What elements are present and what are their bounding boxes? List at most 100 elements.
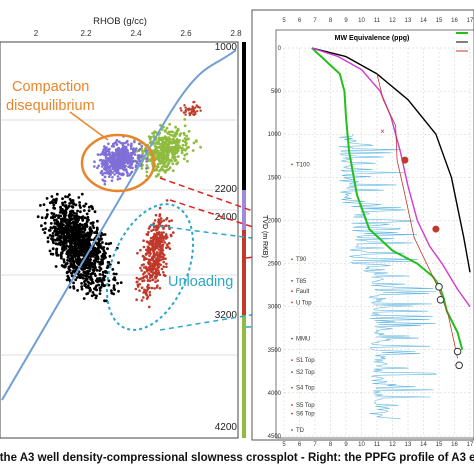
- scatter-point: [69, 250, 73, 254]
- scatter-point: [143, 288, 146, 292]
- scatter-point: [142, 245, 146, 249]
- scatter-point: [55, 248, 58, 252]
- scatter-point: [64, 204, 68, 207]
- scatter-point: [82, 247, 85, 251]
- scatter-point: [92, 293, 96, 297]
- scatter-point: [60, 264, 64, 267]
- scatter-point: [110, 162, 114, 165]
- scatter-point: [121, 145, 125, 149]
- scatter-point: [107, 279, 111, 283]
- scatter-point: [145, 174, 149, 178]
- scatter-point: [92, 226, 96, 230]
- scatter-point: [155, 167, 158, 171]
- scatter-point: [86, 260, 90, 264]
- scatter-point: [68, 212, 72, 216]
- scatter-point: [126, 157, 129, 161]
- formation-top-marker: [291, 301, 293, 304]
- scatter-point: [126, 162, 129, 165]
- scatter-point: [183, 153, 187, 157]
- scatter-point: [165, 153, 169, 156]
- formation-top-label: MMU: [296, 337, 310, 343]
- scatter-point: [158, 218, 161, 222]
- legend: [456, 32, 468, 52]
- scatter-point: [150, 267, 153, 271]
- scatter-point: [118, 140, 121, 143]
- scatter-point: [133, 149, 137, 152]
- scatter-point: [92, 265, 96, 269]
- scatter-point: [68, 193, 71, 197]
- scatter-point: [155, 233, 158, 237]
- scatter-point: [95, 288, 99, 292]
- ppfg-y-tick: 4500: [268, 434, 282, 440]
- scatter-point: [101, 273, 105, 277]
- scatter-point: [162, 219, 166, 222]
- ppfg-point: [435, 283, 443, 291]
- scatter-point: [91, 221, 95, 225]
- scatter-point: [51, 252, 55, 256]
- scatter-point: [163, 241, 167, 244]
- scatter-point: [158, 255, 162, 259]
- scatter-point: [171, 169, 175, 173]
- scatter-point: [184, 143, 188, 147]
- scatter-point: [43, 231, 47, 235]
- scatter-point: [148, 225, 152, 228]
- scatter-point: [77, 250, 81, 254]
- scatter-point: [54, 225, 57, 229]
- scatter-point: [68, 253, 72, 257]
- scatter-point: [103, 299, 106, 303]
- ppfg-point: [453, 347, 462, 356]
- scatter-point: [114, 170, 117, 173]
- scatter-point: [180, 149, 184, 153]
- scatter-point: [50, 195, 54, 198]
- scatter-point: [108, 147, 111, 151]
- scatter-point: [136, 251, 139, 255]
- scatter-point: [71, 217, 74, 221]
- scatter-point: [77, 230, 81, 234]
- scatter-point: [116, 281, 119, 285]
- scatter-point: [79, 210, 82, 214]
- scatter-point: [134, 164, 138, 167]
- scatter-point: [185, 152, 189, 156]
- scatter-point: [121, 143, 124, 147]
- ppfg-point: [455, 361, 463, 370]
- scatter-point: [137, 142, 141, 145]
- scatter-point: [65, 252, 69, 256]
- scatter-point: [87, 237, 91, 240]
- scatter-point: [75, 223, 79, 227]
- ppfg-x-tick-top: 10: [358, 18, 365, 24]
- scatter-point: [155, 286, 159, 289]
- scatter-point: [110, 179, 114, 182]
- scatter-point: [145, 170, 149, 174]
- scatter-point: [148, 243, 151, 246]
- scatter-point: [106, 157, 109, 160]
- scatter-point: [160, 233, 164, 237]
- scatter-point: [161, 249, 165, 252]
- scatter-point: [100, 169, 104, 173]
- scatter-point: [60, 224, 64, 228]
- scatter-point: [166, 150, 169, 154]
- scatter-point: [58, 211, 62, 214]
- scatter-point: [50, 200, 54, 204]
- ppfg-x-tick-top: 15: [436, 18, 443, 24]
- scatter-point: [100, 258, 103, 261]
- scatter-point: [78, 236, 82, 239]
- scatter-point: [107, 167, 111, 171]
- scatter-point: [65, 262, 69, 265]
- scatter-point: [76, 240, 79, 244]
- scatter-point: [108, 175, 111, 178]
- scatter-point: [185, 138, 188, 142]
- ppfg-y-tick: 500: [271, 89, 282, 95]
- scatter-point: [120, 150, 123, 154]
- scatter-point: [53, 215, 57, 219]
- scatter-point: [150, 274, 154, 277]
- scatter-point: [80, 273, 83, 277]
- scatter-point: [96, 153, 100, 156]
- scatter-point: [41, 228, 45, 231]
- ppfg-point: [432, 225, 440, 233]
- scatter-point: [183, 118, 187, 121]
- scatter-point: [157, 269, 160, 272]
- scatter-point: [87, 286, 91, 290]
- scatter-point: [83, 280, 86, 283]
- scatter-point: [55, 218, 58, 222]
- scatter-point: [49, 216, 53, 220]
